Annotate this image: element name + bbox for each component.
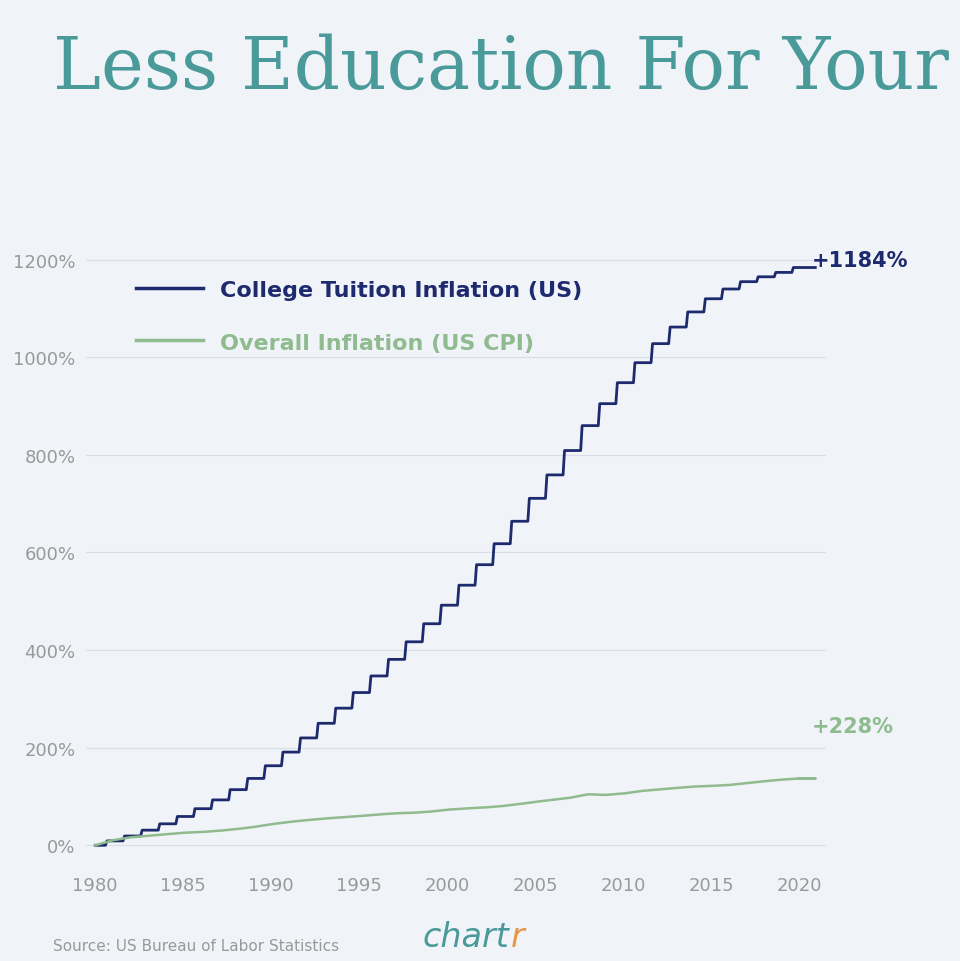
Text: Source: US Bureau of Labor Statistics: Source: US Bureau of Labor Statistics xyxy=(53,938,339,953)
Text: +1184%: +1184% xyxy=(811,251,908,270)
Text: r: r xyxy=(511,921,524,953)
Text: +228%: +228% xyxy=(811,716,894,736)
Text: Less Education For Your Buck: Less Education For Your Buck xyxy=(53,34,960,104)
Legend: College Tuition Inflation (US), Overall Inflation (US CPI): College Tuition Inflation (US), Overall … xyxy=(127,271,591,362)
Text: chart: chart xyxy=(422,921,509,953)
